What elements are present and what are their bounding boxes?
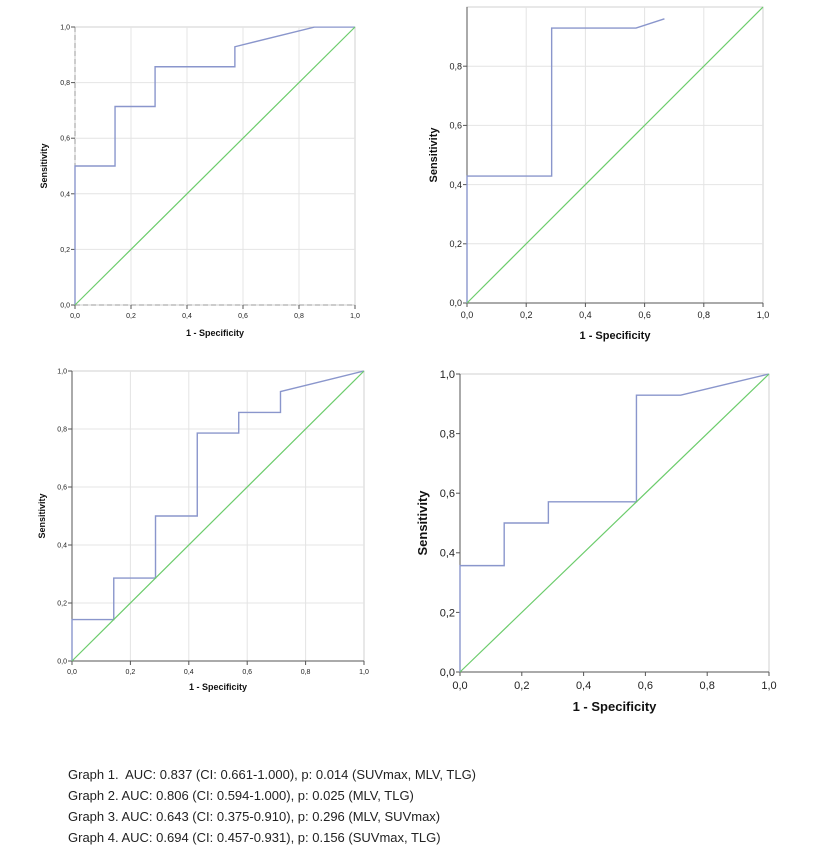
y-tick-label: 0,2 — [440, 607, 455, 619]
x-axis-title: 1 - Specificity — [573, 699, 658, 714]
x-tick-label: 0,2 — [514, 680, 529, 692]
y-tick-label: 1,0 — [57, 368, 67, 375]
x-tick-label: 0,6 — [238, 313, 248, 320]
x-tick-label: 0,2 — [126, 669, 136, 676]
x-tick-label: 1,0 — [350, 313, 360, 320]
x-axis-title: 1 - Specificity — [580, 330, 652, 342]
roc-curve — [459, 373, 770, 672]
y-tick-label: 0,2 — [449, 239, 462, 249]
roc-chart-2: 0,0 0,0 0,2 0,2 0,4 0,4 0,6 0,6 0,8 0,8 1,0 1 - Spe… — [428, 6, 770, 342]
x-tick-label: 0,0 — [67, 669, 77, 676]
y-tick-label: 0,6 — [449, 121, 462, 131]
x-tick-label: 0,8 — [301, 669, 311, 676]
reference-line — [459, 373, 770, 673]
roc-curve — [74, 26, 355, 305]
y-tick-label: 0,2 — [57, 600, 67, 607]
y-tick-label: 0,4 — [440, 548, 455, 560]
y-axis-title: Sensitivity — [428, 127, 440, 183]
y-tick-label: 0,0 — [449, 298, 462, 308]
x-tick-label: 0,0 — [461, 310, 474, 320]
x-tick-label: 0,4 — [576, 680, 591, 692]
roc-chart-4: 0,00,0 0,2 0,2 0,4 0,4 0,6 0,6 0,8 0,8 1,0 1,0 1 - … — [415, 369, 777, 714]
x-tick-label: 0,6 — [242, 669, 252, 676]
y-tick-label: 1,0 — [60, 24, 70, 31]
x-tick-label: 1,0 — [359, 669, 369, 676]
x-tick-label: 0,4 — [184, 669, 194, 676]
y-tick-label: 0,0 — [57, 658, 67, 665]
y-tick-label: 0,4 — [57, 542, 67, 549]
caption-list: Graph 1. AUC: 0.837 (CI: 0.661-1.000), p… — [68, 764, 476, 848]
x-tick-label: 0,8 — [700, 680, 715, 692]
y-axis-title: Sensitivity — [415, 490, 430, 556]
y-tick-label: 0,8 — [440, 428, 455, 440]
x-tick-label: 0,8 — [294, 313, 304, 320]
y-tick-label: 0,0 — [60, 302, 70, 309]
reference-line — [74, 26, 356, 306]
y-axis-title: Sensitivity — [37, 493, 47, 538]
y-tick-label: 0,2 — [60, 247, 70, 254]
x-tick-label: 0,4 — [579, 310, 592, 320]
y-tick-label: 0,6 — [57, 484, 67, 491]
y-tick-label: 0,6 — [60, 136, 70, 143]
caption-graph-1: Graph 1. AUC: 0.837 (CI: 0.661-1.000), p… — [68, 767, 477, 782]
x-tick-label: 0,8 — [698, 310, 711, 320]
y-tick-label: 0,4 — [60, 191, 70, 198]
reference-line — [71, 370, 365, 662]
x-tick-label: 0,2 — [520, 310, 533, 320]
y-tick-label: 0,6 — [440, 488, 455, 500]
caption-graph-4: Graph 4. AUC: 0.694 (CI: 0.457-0.931), p… — [68, 830, 441, 845]
x-tick-label: 0,0 — [70, 313, 80, 320]
y-tick-label: 0,0 — [440, 667, 455, 679]
x-tick-label: 0,2 — [126, 313, 136, 320]
roc-curve — [466, 18, 665, 303]
y-tick-label: 1,0 — [440, 369, 455, 381]
reference-line — [466, 6, 764, 304]
y-tick-label: 0,8 — [57, 426, 67, 433]
roc-chart-3: 0,00,0 0,2 0,2 0,4 0,4 0,6 0,6 0,8 0,8 1,0 1,0 1 - … — [37, 368, 369, 692]
x-axis-title: 1 - Specificity — [186, 328, 244, 338]
x-tick-label: 1,0 — [757, 310, 770, 320]
caption-graph-3: Graph 3. AUC: 0.643 (CI: 0.375-0.910), p… — [68, 809, 441, 824]
y-tick-label: 0,4 — [449, 180, 462, 190]
x-tick-label: 0,4 — [182, 313, 192, 320]
y-tick-label: 0,8 — [60, 80, 70, 87]
y-axis-title: Sensitivity — [39, 143, 49, 188]
x-axis-title: 1 - Specificity — [189, 682, 247, 692]
x-tick-label: 1,0 — [761, 680, 776, 692]
x-tick-label: 0,0 — [452, 680, 467, 692]
roc-chart-1: 0,00,0 0,2 0,2 0,4 0,4 0,6 0,6 0,8 0,8 1,0 1,0 1 - … — [39, 24, 360, 338]
caption-graph-2: Graph 2. AUC: 0.806 (CI: 0.594-1.000), p… — [68, 788, 414, 803]
y-tick-label: 0,8 — [449, 61, 462, 71]
x-tick-label: 0,6 — [638, 310, 651, 320]
x-tick-label: 0,6 — [638, 680, 653, 692]
